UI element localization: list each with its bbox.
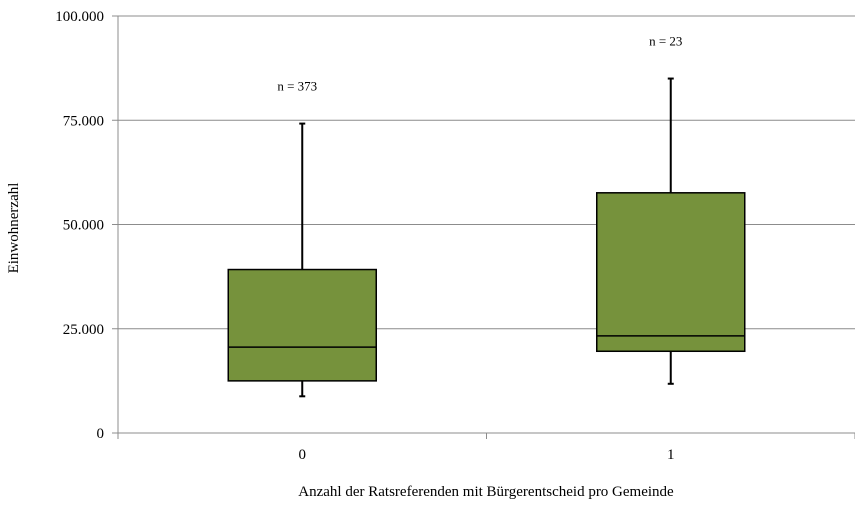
box-0 [227,122,377,398]
x-axis-title: Anzahl der Ratsreferenden mit Bürgerents… [298,484,674,500]
y-axis-title: Einwohnerzahl [6,183,22,274]
box-iqr [227,268,377,382]
box-1 [596,77,746,385]
x-tick-label: 1 [667,447,675,463]
x-tick-label: 0 [299,447,307,463]
box-iqr [596,192,746,353]
axis-layer [112,15,855,439]
box-annotation: n = 23 [649,34,682,49]
label-layer: Einwohnerzahl Anzahl der Ratsreferenden … [6,9,682,500]
y-tick-label: 25.000 [63,322,104,338]
box-annotation: n = 373 [277,79,317,94]
y-tick-label: 75.000 [63,113,104,129]
box-layer [227,77,746,398]
y-tick-label: 50.000 [63,218,104,234]
y-tick-label: 0 [97,426,105,442]
y-tick-label: 100.000 [55,9,104,25]
